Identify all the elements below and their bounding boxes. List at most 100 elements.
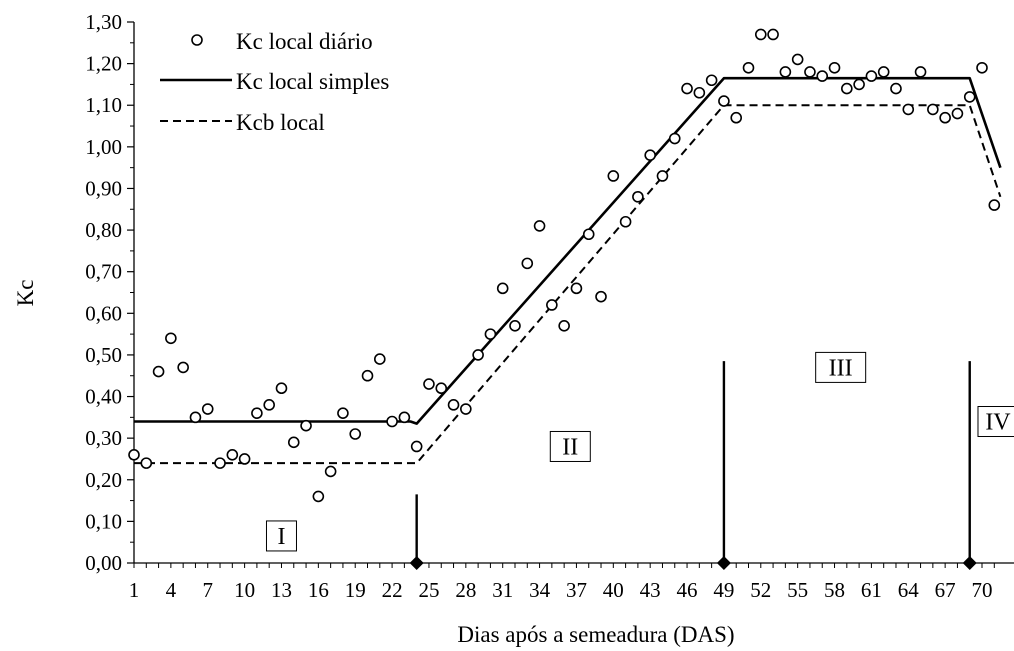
x-tick-label: 31	[492, 578, 513, 602]
kc-daily-point	[841, 82, 853, 95]
legend-label: Kc local simples	[236, 69, 389, 94]
kc-daily-point	[189, 411, 202, 424]
kc-daily-point	[312, 490, 325, 503]
y-tick-label: 0,90	[85, 176, 122, 200]
kc-daily-point	[128, 448, 140, 461]
x-tick-label: 28	[455, 578, 476, 602]
kc-daily-point	[447, 399, 460, 411]
kc-daily-point	[804, 66, 816, 78]
x-tick-label: 37	[566, 578, 587, 602]
legend-label: Kcb local	[236, 110, 325, 135]
kc-daily-point	[152, 365, 165, 378]
x-tick-label: 43	[640, 578, 661, 602]
kc-daily-point	[927, 103, 939, 116]
kcb-local-line	[134, 104, 1002, 465]
kc-daily-point	[619, 215, 632, 228]
x-tick-label: 49	[713, 578, 734, 602]
y-tick-label: 1,20	[85, 52, 122, 76]
kc-daily-point	[509, 319, 521, 332]
x-tick-label: 58	[824, 578, 845, 602]
x-tick-label: 16	[308, 578, 329, 602]
kc-daily-point	[226, 448, 239, 461]
kc-daily-point	[386, 415, 398, 428]
stage-box	[815, 351, 867, 383]
stage-divider-marker	[716, 556, 731, 570]
kc-daily-point	[435, 382, 448, 395]
x-tick-label: 10	[234, 578, 255, 602]
kc-daily-point	[730, 111, 743, 124]
x-axis-title: Dias após a semeadura (DAS)	[457, 622, 734, 647]
y-tick-label: 0,20	[85, 468, 122, 492]
kc-daily-point	[791, 53, 804, 66]
y-tick-label: 0,80	[85, 218, 122, 242]
kc-daily-point	[558, 319, 570, 332]
kc-daily-point	[914, 66, 927, 78]
x-tick-label: 4	[166, 578, 177, 602]
kc-daily-point	[177, 361, 189, 374]
stage-box	[977, 406, 1014, 438]
kc-daily-point	[251, 407, 263, 419]
y-tick-label: 0,30	[85, 426, 122, 450]
x-tick-label: 19	[345, 578, 366, 602]
kc-daily-point	[361, 369, 374, 382]
kc-daily-point	[853, 78, 865, 91]
kc-daily-point	[263, 399, 275, 411]
kc-daily-point	[963, 91, 976, 103]
y-tick-label: 0,10	[85, 509, 122, 533]
kc-daily-point	[214, 457, 226, 469]
kc-daily-point	[681, 82, 693, 95]
y-tick-label: 0,50	[85, 343, 122, 367]
kc-daily-point	[484, 328, 497, 340]
x-tick-label: 34	[529, 578, 551, 602]
kc-daily-point	[607, 170, 620, 182]
y-tick-label: 1,30	[85, 10, 122, 34]
x-tick-label: 67	[935, 578, 956, 602]
kc-daily-point	[877, 66, 890, 78]
kc-daily-point	[902, 103, 915, 116]
y-tick-label: 0,00	[85, 551, 122, 575]
kc-daily-point	[275, 382, 288, 395]
kc-daily-point	[165, 332, 177, 345]
x-tick-label: 52	[750, 578, 771, 602]
kc-daily-point	[705, 74, 718, 87]
kc-daily-point	[533, 220, 546, 232]
kc-daily-point	[324, 465, 337, 478]
y-tick-label: 0,60	[85, 301, 122, 325]
y-tick-label: 0,40	[85, 385, 122, 409]
stage-label: II	[562, 434, 578, 460]
x-tick-label: 13	[271, 578, 292, 602]
kc-daily-point	[398, 411, 411, 424]
kc-daily-point	[742, 61, 755, 74]
kc-daily-point	[337, 407, 349, 419]
x-tick-label: 25	[418, 578, 439, 602]
x-tick-label: 70	[972, 578, 993, 602]
stage-label: I	[277, 524, 285, 550]
y-axis-ticks: 0,00 0,10 0,20 0,30 0,40 0,50 0,60 0,70 0,80 0,90…	[85, 10, 134, 575]
kc-daily-point	[201, 403, 214, 415]
kc-daily-point	[816, 70, 829, 82]
x-tick-label: 61	[861, 578, 882, 602]
kc-daily-point	[668, 132, 681, 145]
y-tick-label: 0,70	[85, 260, 122, 284]
kc-daily-point	[140, 457, 153, 469]
x-axis-ticks: 1 4 7 10 13 16 19 22 25 28 31 34 37 40 43 46 49 52 55 58 61 6…	[129, 563, 995, 602]
y-tick-label: 1,00	[85, 135, 122, 159]
kc-daily-point	[238, 453, 251, 465]
kc-daily-point	[939, 111, 951, 124]
stage-label: III	[829, 355, 853, 381]
kc-daily-point	[595, 290, 607, 303]
kc-daily-point	[779, 66, 792, 78]
kc-daily-point	[644, 149, 656, 161]
kc-daily-point	[349, 428, 362, 440]
kc-daily-point	[865, 70, 878, 82]
plot-area	[128, 28, 1002, 570]
y-tick-label: 1,10	[85, 93, 122, 117]
kc-daily-point	[632, 190, 644, 203]
x-tick-label: 1	[129, 578, 140, 602]
stage-box	[265, 520, 297, 552]
kc-local-simples-line	[134, 76, 1002, 425]
stage-box	[549, 430, 591, 462]
kc-daily-point	[951, 107, 964, 120]
